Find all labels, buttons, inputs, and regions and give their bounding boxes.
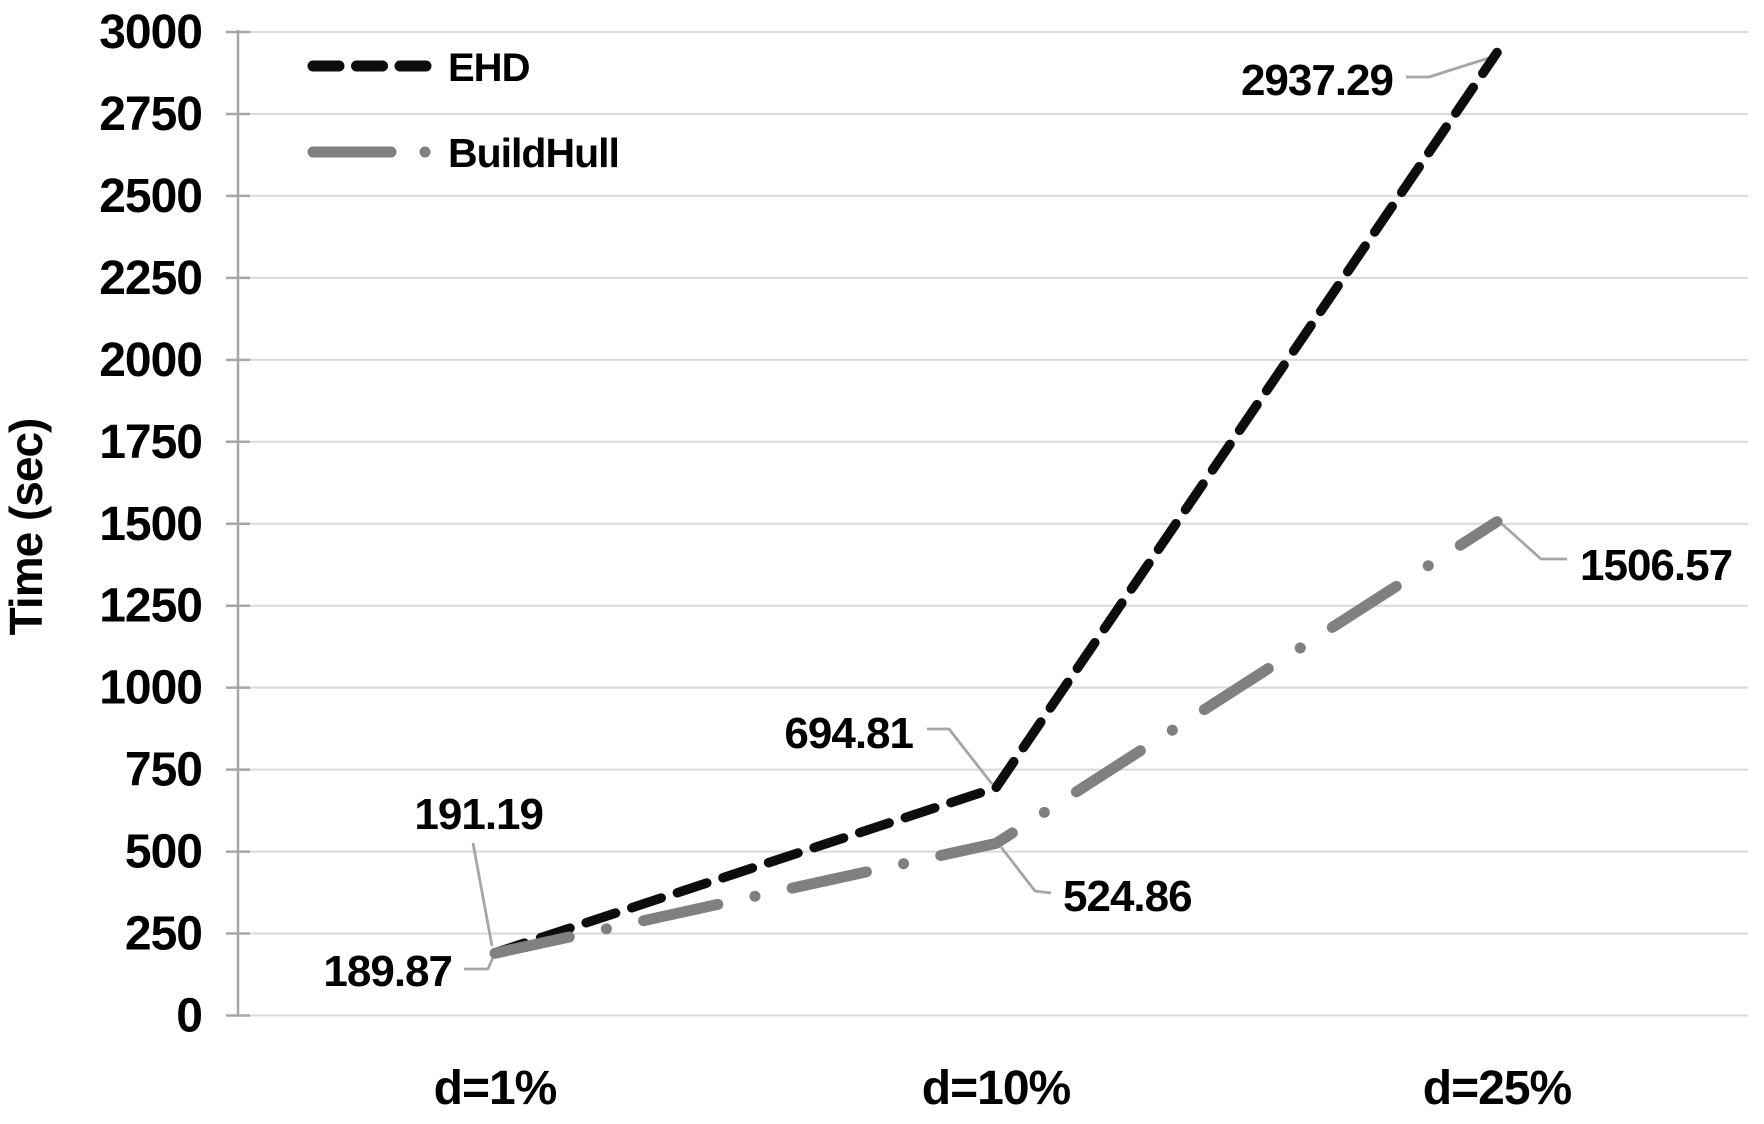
y-tick-label: 2500 [99, 170, 202, 223]
data-label: 191.19 [414, 790, 543, 839]
y-tick-label: 500 [125, 826, 202, 879]
leader-line [464, 954, 496, 971]
y-axis-ticks [226, 30, 250, 1017]
leader-line [927, 727, 994, 785]
legend: EHD BuildHull [307, 46, 620, 176]
y-tick-label: 250 [125, 908, 202, 961]
y-tick-label: 1000 [99, 662, 202, 715]
data-label: 2937.29 [1241, 56, 1393, 105]
x-axis-label: d=1% [434, 1062, 557, 1115]
y-tick-label: 3000 [99, 6, 202, 59]
y-tick-label: 0 [176, 990, 202, 1043]
data-label: 694.81 [784, 709, 913, 758]
leader-line [1406, 55, 1493, 79]
leader-lines [464, 55, 1567, 971]
series-line-ehd [490, 47, 1502, 958]
y-tick-labels: 0 250 500 750 1000 1250 1500 1750 2000 2250 2500 27… [99, 6, 203, 1043]
data-labels: 191.19 694.81 2937.29 189.87 524.86 1506.57 [323, 56, 1733, 996]
data-label: 524.86 [1063, 872, 1192, 921]
legend-label-ehd: EHD [448, 46, 530, 90]
leader-line [471, 842, 494, 947]
y-tick-label: 2750 [99, 88, 202, 141]
y-tick-label: 750 [125, 744, 202, 797]
legend-item-ehd: EHD [307, 46, 531, 90]
legend-item-buildhull: BuildHull [307, 130, 620, 176]
leader-line [999, 846, 1052, 895]
x-axis-label: d=25% [1423, 1062, 1572, 1115]
legend-label-buildhull: BuildHull [448, 130, 619, 176]
leader-line [1501, 522, 1567, 561]
y-tick-label: 2000 [99, 334, 202, 387]
y-tick-label: 1750 [99, 416, 202, 469]
data-label: 1506.57 [1580, 541, 1732, 590]
y-tick-label: 1250 [99, 580, 202, 633]
data-label: 189.87 [323, 947, 452, 996]
y-tick-label: 2250 [99, 252, 202, 305]
series-line-buildhull [489, 516, 1503, 959]
y-tick-label: 1500 [99, 498, 202, 551]
x-axis-labels: d=1% d=10% d=25% [434, 1062, 1573, 1115]
gridlines [238, 31, 1748, 1017]
y-axis-title: Time (sec) [0, 419, 52, 636]
x-axis-label: d=10% [922, 1062, 1071, 1115]
